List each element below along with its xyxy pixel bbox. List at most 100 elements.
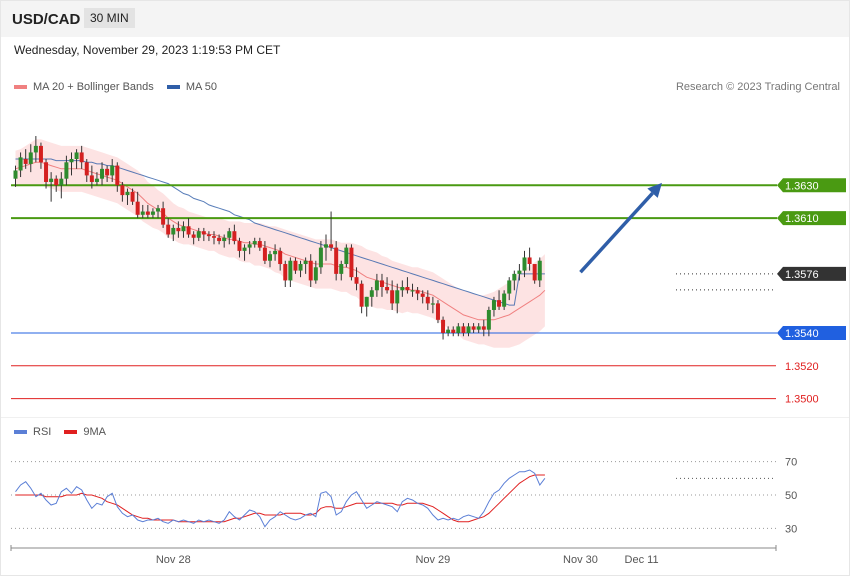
level-label-5: 1.3500 [785, 394, 819, 406]
candle-body [415, 290, 420, 294]
candle [354, 267, 359, 291]
candle-body [329, 244, 334, 248]
candle-body [94, 178, 99, 182]
candle-body [410, 290, 415, 292]
candle [364, 296, 369, 317]
candle-body [273, 250, 278, 255]
candle [527, 247, 532, 271]
candle [237, 237, 242, 258]
level-label-2: 1.3576 [785, 269, 819, 281]
price-legend: MA 20 + Bollinger Bands MA 50 [14, 81, 227, 93]
candle-body [339, 264, 344, 274]
candle [323, 234, 328, 261]
candle [120, 181, 125, 202]
candle [217, 234, 222, 245]
candle-body [456, 326, 461, 333]
candle [201, 227, 206, 242]
legend-item-ma50: MA 50 [166, 81, 217, 93]
legend-label-9ma: 9MA [83, 426, 107, 438]
candle [110, 159, 115, 182]
candle [288, 257, 293, 287]
candle-body [191, 234, 196, 238]
x-tick-label-2: Nov 30 [563, 554, 598, 566]
candle-body [49, 178, 54, 182]
candle [283, 260, 288, 287]
candle [74, 149, 79, 169]
candle [517, 264, 522, 281]
candle [69, 152, 74, 176]
candle [115, 162, 120, 192]
candle [379, 273, 384, 297]
candle [196, 227, 201, 242]
candle [206, 231, 211, 242]
candle-body [206, 234, 211, 237]
candle-body [522, 257, 527, 271]
candle [395, 283, 400, 314]
candle [349, 244, 354, 281]
candle-body [313, 267, 318, 281]
candle-body [278, 250, 283, 265]
candle-body [334, 247, 339, 274]
candle-body [369, 290, 374, 297]
candle [461, 323, 466, 337]
candle-body [385, 287, 390, 291]
candle-body [89, 175, 94, 182]
candle-body [33, 145, 38, 153]
candle [293, 257, 298, 274]
candle-body [435, 303, 440, 320]
candle [232, 224, 237, 245]
candle [38, 142, 43, 169]
forecast-arrow-shaft [579, 191, 654, 274]
candle-body [323, 244, 328, 248]
candle [84, 159, 89, 182]
candle [161, 201, 166, 228]
candle-body [257, 241, 262, 248]
candle-body [196, 231, 201, 238]
candle [150, 208, 155, 219]
candle [191, 231, 196, 245]
candle-body [84, 162, 89, 176]
candle-body [441, 319, 446, 333]
candle-body [491, 300, 496, 310]
candle-body [237, 241, 242, 251]
candle-body [476, 326, 481, 330]
rsi-9ma-line [15, 474, 545, 523]
candle-body [18, 157, 23, 171]
candle [491, 296, 496, 317]
candle [532, 264, 537, 284]
candle [278, 247, 283, 271]
candle [405, 277, 410, 294]
rsi-tick-label-0: 70 [785, 457, 797, 469]
candle [176, 221, 181, 238]
candle-body [115, 165, 120, 186]
candle [268, 250, 272, 268]
candle [54, 175, 59, 192]
candle [471, 323, 476, 333]
candle [522, 250, 527, 278]
candle-body [252, 241, 257, 245]
candle [257, 237, 262, 251]
candle-body [379, 280, 384, 287]
candle [425, 290, 430, 310]
candle-body [405, 287, 410, 291]
candle-body [298, 264, 303, 271]
candle-body [344, 247, 349, 265]
candle [49, 172, 54, 202]
candle [273, 244, 278, 261]
candle [303, 257, 308, 274]
x-tick-label-3: Dec 11 [625, 554, 659, 566]
candle-body [486, 309, 491, 330]
timeframe-badge[interactable]: 30 MIN [84, 8, 135, 28]
candle [308, 254, 313, 287]
candle [227, 227, 232, 245]
candle [140, 204, 145, 219]
candle [247, 241, 252, 255]
candle [125, 188, 130, 205]
candle-body [451, 329, 456, 333]
candle [497, 290, 502, 310]
rsi-line [15, 469, 546, 528]
level-label-3: 1.3540 [785, 328, 819, 340]
candle-body [481, 326, 486, 330]
candle-body [293, 260, 298, 271]
